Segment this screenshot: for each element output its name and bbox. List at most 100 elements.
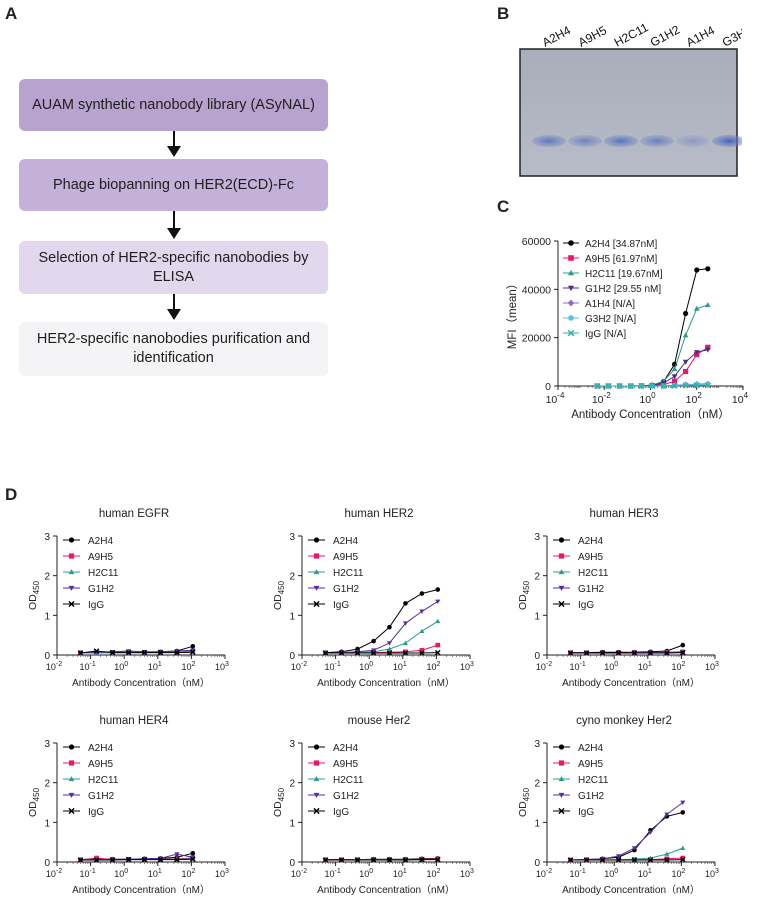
d-point (567, 650, 574, 656)
d-legend-label: IgG (333, 600, 349, 611)
d-y-tick-label: 2 (534, 779, 540, 790)
d-series-line (80, 650, 193, 654)
d-point (93, 857, 100, 863)
d-legend-marker (558, 792, 565, 798)
d-point (435, 599, 441, 604)
c-legend-marker (568, 255, 574, 261)
d-point (174, 856, 180, 863)
d-x-tick-label: 10-2 (46, 661, 62, 672)
d-point (125, 856, 132, 863)
d-point (680, 845, 686, 850)
d-point (615, 650, 622, 656)
d-point (371, 648, 377, 653)
d-point (174, 649, 180, 656)
d-legend-marker (313, 585, 320, 591)
d-legend-marker (68, 553, 75, 559)
d-x-tick-label: 100 (114, 661, 128, 672)
c-point (683, 368, 689, 375)
d-y-tick-label: 0 (534, 858, 540, 869)
d-point (93, 648, 100, 654)
d-point (631, 857, 638, 863)
chart-human-her3: human HER3 0 1 2 3 10-2 10-1 100 101 102 103 Antibo… (517, 508, 719, 689)
d-point (126, 649, 132, 654)
d-x-label: Antibody Concentration（nM） (562, 884, 700, 896)
d-chart-title: human HER4 (99, 715, 169, 727)
d-x-tick-label: 101 (393, 661, 407, 672)
d-legend-marker (313, 807, 320, 815)
c-legend-label: IgG [N/A] (585, 329, 626, 340)
d-point (664, 851, 670, 856)
d-point (386, 641, 392, 646)
d-y-tick-label: 0 (289, 858, 295, 869)
d-point (435, 618, 441, 624)
d-x-tick-label: 10-1 (569, 661, 585, 672)
d-point (322, 857, 329, 863)
d-x-tick-label: 101 (393, 868, 407, 879)
d-point (419, 647, 425, 653)
c-point (671, 374, 678, 380)
d-y-tick-label: 0 (534, 651, 540, 662)
d-x-label: Antibody Concentration（nM） (562, 677, 700, 689)
d-x-tick-label: 101 (148, 868, 162, 879)
c-legend-label: A9H5 [61.97nM] (585, 254, 657, 265)
d-chart-title: human EGFR (99, 508, 169, 520)
d-x-tick-label: 10-2 (536, 661, 552, 672)
d-legend-label: A9H5 (88, 759, 113, 770)
d-point (419, 856, 425, 863)
c-legend-marker (567, 285, 575, 292)
d-series-line (80, 858, 193, 861)
gel-lane-label: A9H5 (576, 23, 609, 50)
d-point (338, 650, 345, 656)
d-point (354, 857, 361, 863)
d-legend-marker (313, 792, 320, 798)
d-point (157, 856, 164, 863)
d-point (599, 857, 606, 863)
panel-letter-b: B (497, 4, 510, 23)
c-x-tick-label: 100 (639, 391, 656, 406)
d-point (615, 857, 622, 863)
d-legend-label: G1H2 (578, 584, 605, 595)
d-y-tick-label: 3 (44, 739, 50, 750)
d-x-tick-label: 103 (460, 868, 474, 879)
d-point (190, 855, 196, 860)
d-y-label: OD450 (272, 580, 286, 610)
d-legend-marker (558, 760, 565, 766)
c-series-line (597, 349, 708, 387)
d-legend-marker (313, 600, 320, 608)
chart-mfi: 0 20000 40000 60000 10-4 10-2 100 102 104Antibod… (506, 236, 749, 421)
d-x-label: Antibody Concentration（nM） (317, 884, 455, 896)
gel-band (712, 135, 746, 147)
flow-arrow-2 (167, 211, 181, 239)
d-point (599, 650, 606, 656)
d-point (419, 650, 425, 656)
c-y-tick-label: 40000 (522, 284, 551, 296)
c-point (616, 382, 623, 390)
d-x-tick-label: 10-2 (291, 661, 307, 672)
d-point (371, 638, 376, 644)
d-x-label: Antibody Concentration（nM） (72, 884, 210, 896)
d-point (402, 621, 408, 626)
chart-human-her4: human HER4 0 1 2 3 10-2 10-1 100 101 102 103 Antibo… (27, 715, 229, 896)
d-x-tick-label: 100 (359, 868, 373, 879)
d-point (174, 649, 180, 654)
gel-lane-label: G3H2 (720, 22, 742, 49)
d-point (434, 649, 441, 656)
d-legend-label: H2C11 (88, 568, 119, 579)
chart-mouse-her2: mouse Her2 0 1 2 3 10-2 10-1 100 101 102 103 Antibo… (272, 715, 474, 896)
c-point (649, 382, 656, 390)
d-point (189, 856, 196, 863)
gel-band (604, 135, 638, 147)
d-y-tick-label: 0 (289, 651, 295, 662)
d-point (77, 857, 84, 863)
d-point (77, 650, 84, 656)
d-y-tick-label: 2 (44, 572, 50, 583)
d-y-tick-label: 2 (44, 779, 50, 790)
d-legend-label: IgG (578, 600, 594, 611)
d-legend-marker (558, 776, 565, 782)
d-point (109, 649, 116, 656)
d-legend-label: A9H5 (333, 552, 358, 563)
d-point (403, 601, 408, 606)
d-x-tick-label: 10-1 (324, 661, 340, 672)
d-y-tick-label: 1 (44, 611, 50, 622)
d-legend-label: A9H5 (578, 759, 603, 770)
